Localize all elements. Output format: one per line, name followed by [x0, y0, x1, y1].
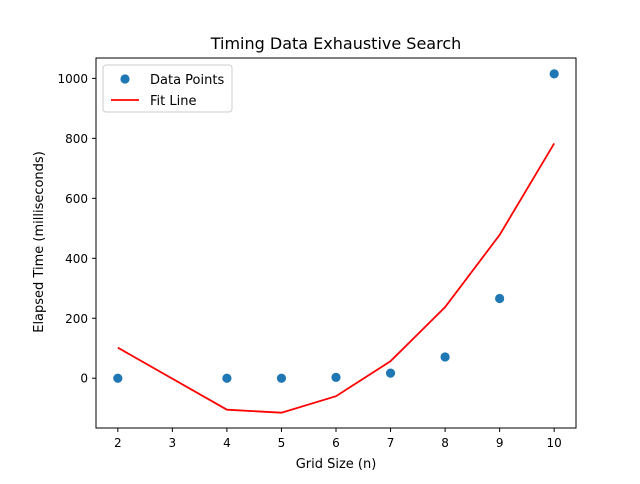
data-point-marker — [331, 372, 341, 382]
legend-label: Data Points — [150, 73, 224, 88]
x-tick-label: 5 — [278, 436, 286, 450]
y-tick-label: 400 — [65, 252, 88, 266]
data-point-marker — [222, 373, 232, 383]
y-tick-label: 600 — [65, 192, 88, 206]
data-point-marker — [276, 373, 287, 383]
data-point-marker — [549, 69, 559, 79]
x-tick-label: 7 — [387, 436, 395, 450]
y-tick-label: 800 — [65, 132, 88, 146]
x-tick-label: 2 — [114, 436, 122, 450]
data-point-marker — [113, 373, 123, 383]
legend-marker-swatch — [120, 74, 130, 84]
data-point-marker — [495, 293, 505, 304]
y-tick-label: 1000 — [57, 72, 88, 86]
x-tick-label: 9 — [496, 436, 504, 450]
y-axis-label: Elapsed Time (milliseconds) — [32, 151, 47, 333]
x-tick-label: 4 — [223, 436, 231, 450]
x-tick-label: 10 — [547, 436, 562, 450]
legend-label: Fit Line — [150, 94, 196, 109]
y-tick-label: 0 — [80, 372, 88, 386]
fit-line-series — [117, 142, 555, 414]
y-tick-label: 200 — [65, 312, 88, 326]
data-point-marker — [385, 368, 396, 378]
x-tick-label: 8 — [441, 436, 449, 450]
x-axis-label: Grid Size (n) — [296, 457, 377, 472]
chart-title: Timing Data Exhaustive Search — [210, 34, 462, 53]
x-tick-label: 6 — [332, 436, 340, 450]
plot-content: 2 3 4 5 6 7 8 9 10 0 200 400 600 800 1000 Data Points Fi… — [57, 57, 577, 450]
x-tick-label: 3 — [169, 436, 177, 450]
data-point-marker — [440, 352, 450, 362]
